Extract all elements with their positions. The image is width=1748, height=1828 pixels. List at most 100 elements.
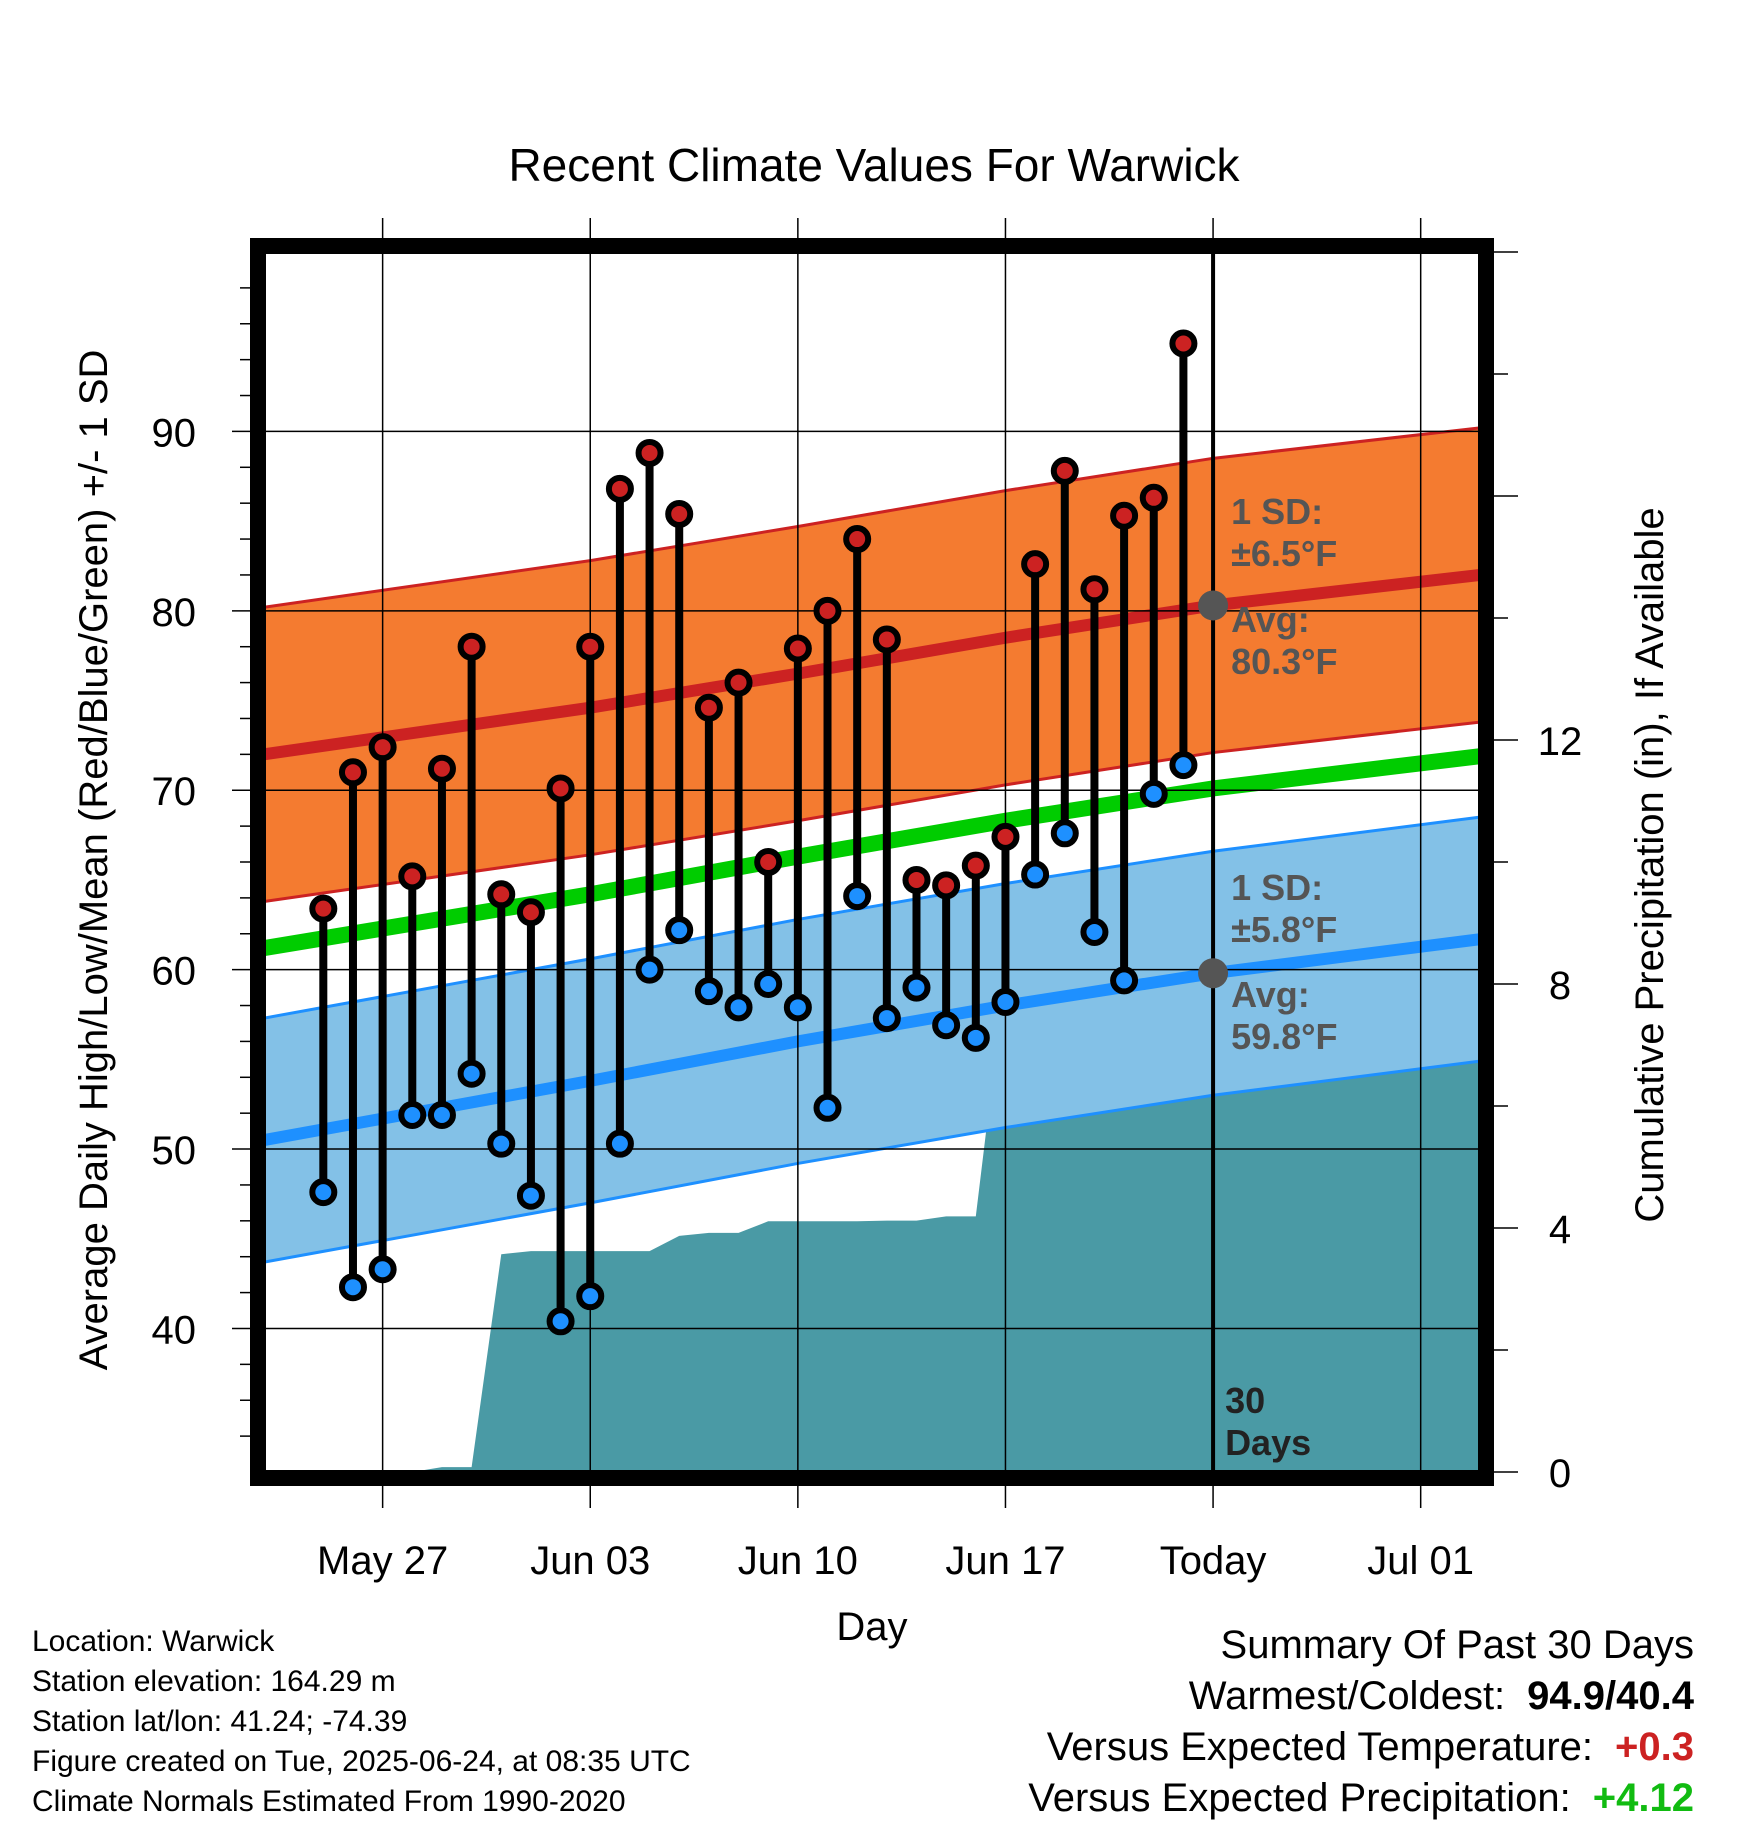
low-temp-point bbox=[783, 993, 812, 1022]
high-temp-point bbox=[398, 862, 427, 891]
low-temp-point bbox=[487, 1129, 516, 1158]
low-temp-point bbox=[991, 987, 1020, 1016]
today-low-avg-marker bbox=[1198, 958, 1229, 989]
warmest-coldest-value: 94.9/40.4 bbox=[1527, 1674, 1694, 1718]
latlon-text: Station lat/lon: 41.24; -74.39 bbox=[32, 1705, 408, 1738]
high-temp-point bbox=[457, 632, 486, 661]
low-temp-point bbox=[843, 882, 872, 911]
high-temp-point bbox=[932, 871, 961, 900]
low-sd-label-line2: ±5.8°F bbox=[1231, 909, 1337, 950]
high-temp-point bbox=[516, 898, 545, 927]
high-temp-point bbox=[368, 733, 397, 762]
low-temp-point bbox=[665, 916, 694, 945]
normal-low-line bbox=[264, 933, 1480, 1146]
low-band-upper-edge bbox=[264, 815, 1480, 1020]
chart-title: Recent Climate Values For Warwick bbox=[508, 139, 1240, 191]
low-temp-point bbox=[427, 1100, 456, 1129]
high-temp-point bbox=[487, 880, 516, 909]
y2-tick-label: 8 bbox=[1549, 964, 1571, 1008]
precip-anomaly-label: Versus Expected Precipitation: bbox=[1028, 1776, 1571, 1820]
low-temp-point bbox=[1080, 917, 1109, 946]
low-temp-point bbox=[398, 1100, 427, 1129]
y-tick-label: 80 bbox=[152, 591, 197, 635]
y2-tick-label: 0 bbox=[1549, 1452, 1571, 1496]
high-temp-point bbox=[902, 865, 931, 894]
y2-tick-label: 4 bbox=[1549, 1208, 1571, 1252]
high-temp-point bbox=[635, 438, 664, 467]
location-text: Location: Warwick bbox=[32, 1625, 275, 1658]
high-temp-point bbox=[843, 525, 872, 554]
normal-high-line bbox=[264, 568, 1480, 761]
low-temp-point bbox=[338, 1273, 367, 1302]
high-band-upper-edge bbox=[264, 426, 1480, 609]
high-temp-point bbox=[724, 668, 753, 697]
low-band-lower-edge bbox=[264, 1059, 1480, 1264]
today-high-avg-marker bbox=[1198, 590, 1229, 621]
high-temp-point bbox=[1110, 501, 1139, 530]
high-temp-point bbox=[546, 774, 575, 803]
high-temp-point bbox=[309, 894, 338, 923]
x-tick-label: Jun 17 bbox=[945, 1539, 1065, 1583]
low-temp-point bbox=[902, 973, 931, 1002]
summary-box: Summary Of Past 30 Days Warmest/Coldest:… bbox=[1028, 1620, 1694, 1824]
x-axis-label: Day bbox=[836, 1605, 907, 1649]
x-tick-label: Today bbox=[1160, 1539, 1267, 1583]
high-temp-point bbox=[665, 499, 694, 528]
low-temp-point bbox=[1139, 779, 1168, 808]
low-temp-point bbox=[724, 993, 753, 1022]
created-text: Figure created on Tue, 2025-06-24, at 08… bbox=[32, 1745, 691, 1778]
plot-area bbox=[264, 252, 1480, 1472]
x-tick-label: Jun 03 bbox=[530, 1539, 650, 1583]
high-band-lower-edge bbox=[264, 720, 1480, 903]
low-temp-point bbox=[694, 977, 723, 1006]
summary-heading: Summary Of Past 30 Days bbox=[1220, 1623, 1694, 1667]
warmest-coldest-label: Warmest/Coldest: bbox=[1188, 1674, 1506, 1718]
temp-anomaly-row: Versus Expected Temperature: +0.3 bbox=[1028, 1722, 1694, 1773]
plot-frame bbox=[250, 238, 1494, 1486]
y-tick-label: 60 bbox=[152, 950, 197, 994]
low-temp-point bbox=[754, 970, 783, 998]
normals-text: Climate Normals Estimated From 1990-2020 bbox=[32, 1785, 626, 1818]
high-temp-point bbox=[427, 754, 456, 783]
low-avg-label-line1: Avg: bbox=[1231, 974, 1310, 1015]
high-avg-label-line1: Avg: bbox=[1231, 599, 1310, 640]
y-tick-label: 40 bbox=[152, 1308, 197, 1352]
low-temp-point bbox=[932, 1011, 961, 1040]
x-tick-label: Jun 10 bbox=[738, 1539, 858, 1583]
high-avg-label-line2: 80.3°F bbox=[1231, 641, 1337, 682]
low-temp-point bbox=[1021, 860, 1050, 889]
y-tick-label: 50 bbox=[152, 1129, 197, 1173]
high-temp-point bbox=[694, 693, 723, 722]
high-temp-point bbox=[1021, 550, 1050, 579]
low-temp-point bbox=[546, 1307, 575, 1336]
high-temp-point bbox=[813, 596, 842, 625]
temp-anomaly-label: Versus Expected Temperature: bbox=[1046, 1725, 1594, 1769]
low-temp-point bbox=[1169, 751, 1198, 780]
low-sd-label-line1: 1 SD: bbox=[1231, 867, 1323, 908]
high-temp-point bbox=[576, 632, 605, 661]
low-temp-point bbox=[516, 1181, 545, 1210]
high-temp-point bbox=[605, 474, 634, 503]
high-temp-point bbox=[783, 634, 812, 663]
low-avg-label-line2: 59.8°F bbox=[1231, 1016, 1337, 1057]
elevation-text: Station elevation: 164.29 m bbox=[32, 1665, 396, 1698]
low-temp-point bbox=[635, 955, 664, 984]
low-temp-point bbox=[813, 1093, 842, 1122]
warmest-coldest-row: Warmest/Coldest: 94.9/40.4 bbox=[1028, 1671, 1694, 1722]
low-temp-point bbox=[457, 1059, 486, 1088]
axes: 40 50 60 70 80 90 0 4 8 12 May 27 Jun 03 Jun 10 Jun 1… bbox=[152, 218, 1582, 1583]
x-tick-label: Jul 01 bbox=[1367, 1539, 1474, 1583]
high-temp-point bbox=[1169, 329, 1198, 358]
high-temp-point bbox=[872, 625, 901, 654]
x-tick-label: May 27 bbox=[317, 1539, 448, 1583]
temp-anomaly-value: +0.3 bbox=[1615, 1725, 1694, 1769]
high-temp-point bbox=[1139, 483, 1168, 512]
station-info: Location: Warwick Station elevation: 164… bbox=[32, 1622, 691, 1822]
low-temp-point bbox=[1110, 966, 1139, 995]
y-tick-label: 70 bbox=[152, 770, 197, 814]
today-days-label-line2: Days bbox=[1225, 1422, 1311, 1463]
today-days-label-line1: 30 bbox=[1225, 1380, 1265, 1421]
low-temp-point bbox=[872, 1004, 901, 1033]
